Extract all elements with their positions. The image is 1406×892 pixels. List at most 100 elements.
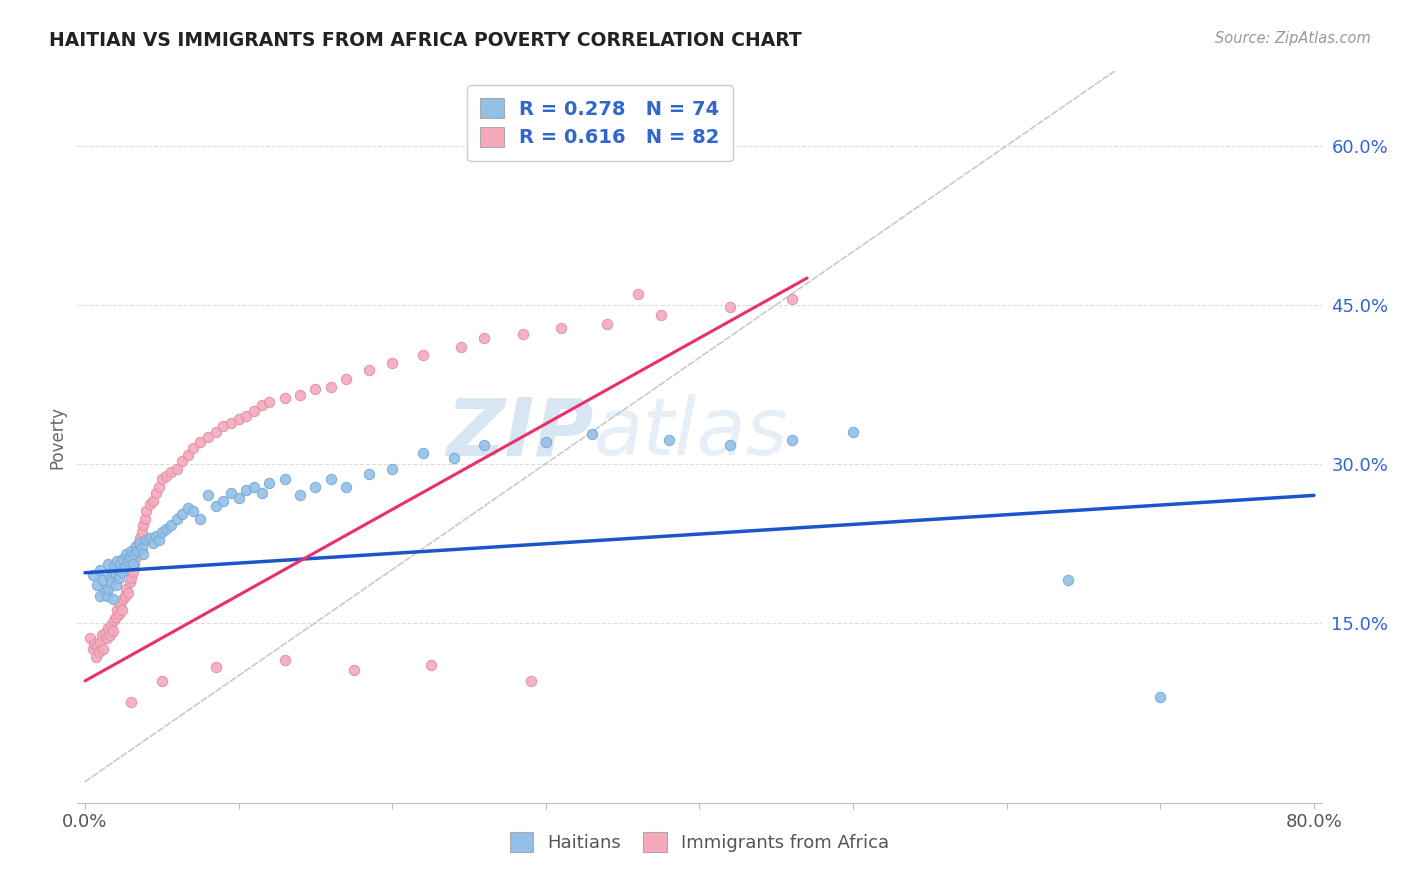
- Point: [89, 589, 111, 603]
- Point: [381, 356, 404, 370]
- Point: [319, 380, 342, 394]
- Point: [142, 536, 165, 550]
- Point: [197, 430, 219, 444]
- Point: [166, 462, 188, 476]
- Point: [86, 639, 108, 653]
- Point: [177, 448, 200, 462]
- Point: [127, 543, 149, 558]
- Point: [204, 425, 226, 439]
- Point: [86, 578, 108, 592]
- Point: [304, 383, 326, 397]
- Point: [235, 483, 257, 497]
- Point: [550, 321, 572, 335]
- Point: [79, 632, 101, 646]
- Point: [115, 582, 138, 596]
- Point: [188, 435, 211, 450]
- Point: [97, 621, 120, 635]
- Point: [121, 565, 143, 579]
- Point: [138, 497, 160, 511]
- Point: [114, 560, 136, 574]
- Point: [135, 533, 157, 547]
- Point: [148, 480, 170, 494]
- Point: [780, 434, 803, 448]
- Point: [131, 525, 153, 540]
- Point: [204, 499, 226, 513]
- Point: [100, 575, 122, 590]
- Point: [138, 531, 160, 545]
- Point: [107, 563, 129, 577]
- Point: [94, 583, 117, 598]
- Point: [1149, 690, 1171, 704]
- Point: [101, 592, 124, 607]
- Point: [718, 437, 741, 451]
- Point: [96, 632, 118, 646]
- Legend: Haitians, Immigrants from Africa: Haitians, Immigrants from Africa: [502, 825, 897, 860]
- Point: [104, 578, 127, 592]
- Point: [474, 437, 496, 451]
- Point: [87, 645, 110, 659]
- Point: [132, 547, 155, 561]
- Point: [145, 486, 167, 500]
- Point: [581, 426, 603, 441]
- Point: [212, 419, 235, 434]
- Point: [104, 610, 127, 624]
- Point: [122, 547, 145, 561]
- Y-axis label: Poverty: Poverty: [48, 406, 66, 468]
- Point: [142, 493, 165, 508]
- Point: [412, 446, 434, 460]
- Point: [596, 317, 619, 331]
- Point: [155, 522, 177, 536]
- Point: [97, 582, 120, 596]
- Point: [166, 512, 188, 526]
- Point: [82, 642, 104, 657]
- Point: [93, 642, 115, 657]
- Point: [160, 465, 183, 479]
- Point: [129, 531, 152, 545]
- Point: [104, 566, 127, 581]
- Point: [125, 549, 148, 564]
- Point: [259, 475, 281, 490]
- Point: [228, 491, 250, 505]
- Point: [534, 435, 557, 450]
- Point: [100, 617, 122, 632]
- Point: [115, 547, 138, 561]
- Point: [125, 539, 148, 553]
- Point: [519, 673, 541, 688]
- Point: [319, 473, 342, 487]
- Point: [111, 565, 134, 579]
- Point: [474, 331, 496, 345]
- Point: [212, 493, 235, 508]
- Point: [101, 624, 124, 638]
- Point: [512, 327, 534, 342]
- Point: [89, 634, 111, 648]
- Point: [150, 673, 173, 688]
- Point: [120, 543, 142, 558]
- Text: Source: ZipAtlas.com: Source: ZipAtlas.com: [1215, 31, 1371, 46]
- Point: [150, 525, 173, 540]
- Point: [134, 512, 156, 526]
- Point: [82, 567, 104, 582]
- Point: [145, 529, 167, 543]
- Point: [120, 571, 142, 585]
- Point: [103, 559, 125, 574]
- Point: [335, 372, 357, 386]
- Point: [219, 486, 242, 500]
- Point: [84, 649, 107, 664]
- Point: [650, 308, 672, 322]
- Point: [110, 597, 132, 611]
- Point: [111, 603, 134, 617]
- Point: [181, 504, 204, 518]
- Point: [105, 554, 128, 568]
- Point: [228, 412, 250, 426]
- Point: [273, 653, 295, 667]
- Point: [150, 473, 173, 487]
- Point: [1057, 573, 1080, 587]
- Point: [273, 391, 295, 405]
- Point: [288, 387, 311, 401]
- Point: [304, 480, 326, 494]
- Point: [128, 536, 150, 550]
- Point: [105, 603, 128, 617]
- Point: [250, 486, 273, 500]
- Point: [135, 504, 157, 518]
- Point: [112, 592, 135, 607]
